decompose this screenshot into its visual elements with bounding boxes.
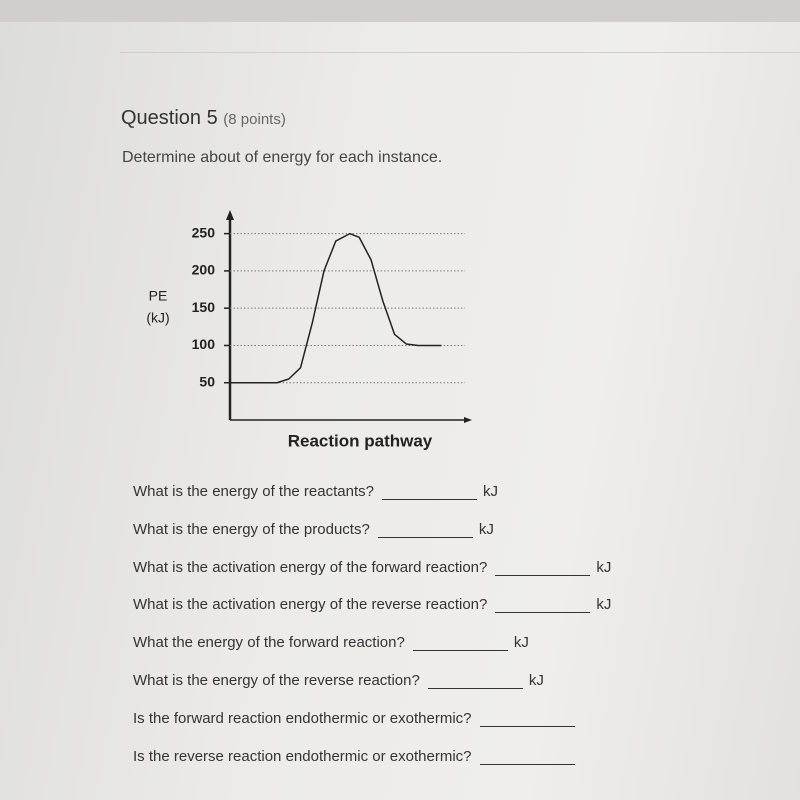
x-arrow: [464, 417, 472, 423]
y-tick-label: 200: [192, 262, 216, 278]
energy-curve: [230, 232, 442, 384]
question-row: What the energy of the forward reaction?…: [133, 634, 529, 652]
divider: [120, 52, 800, 53]
question-text: Is the reverse reaction endothermic or e…: [133, 747, 472, 765]
prompt: Determine about of energy for each insta…: [122, 149, 443, 166]
y-tick-label: 250: [192, 224, 216, 240]
question-text: What is the energy of the reactants?: [133, 483, 374, 500]
question-title: Question 5 (8 points): [121, 107, 286, 130]
answer-blank[interactable]: [377, 523, 473, 538]
question-row: What is the activation energy of the rev…: [133, 596, 612, 614]
unit: kJ: [482, 483, 498, 500]
answer-blank[interactable]: [495, 598, 591, 614]
question-row: What is the energy of the reverse reacti…: [133, 672, 544, 689]
question-text: What is the activation energy of the for…: [133, 558, 488, 576]
answer-blank[interactable]: [381, 485, 477, 500]
question-row: Is the reverse reaction endothermic or e…: [133, 748, 581, 765]
question-text: What the energy of the forward reaction?: [133, 634, 405, 652]
unit: kJ: [513, 634, 529, 652]
question-text: Is the forward reaction endothermic or e…: [133, 709, 472, 727]
question-text: What is the energy of the reverse reacti…: [133, 672, 420, 689]
points: (8 points): [223, 111, 286, 128]
y-arrow: [226, 210, 234, 220]
unit: kJ: [596, 558, 612, 576]
question-text: What is the energy of the products?: [133, 520, 370, 538]
question-row: What is the activation energy of the for…: [133, 559, 611, 576]
answer-blank[interactable]: [495, 561, 591, 576]
y-tick-label: 150: [192, 299, 216, 315]
unit: kJ: [478, 520, 494, 538]
question-text: What is the activation energy of the rev…: [133, 596, 488, 614]
y-label: (kJ): [146, 310, 169, 326]
unit: kJ: [596, 596, 612, 614]
y-label: PE: [149, 288, 168, 304]
x-label: Reaction pathway: [288, 431, 433, 450]
question-row: What is the energy of the reactants? kJ: [133, 483, 498, 500]
top-bar: [0, 0, 800, 22]
chart: PE (kJ) Reaction pathway 50 100 150 200 250: [146, 210, 472, 450]
answer-blank[interactable]: [412, 636, 508, 652]
answer-blank[interactable]: [479, 750, 575, 765]
answer-blank[interactable]: [427, 674, 523, 689]
question-row: What is the energy of the products? kJ: [133, 521, 494, 538]
unit: kJ: [528, 672, 544, 689]
y-tick-label: 50: [199, 373, 215, 389]
answer-blank[interactable]: [479, 712, 575, 727]
y-tick-label: 100: [192, 336, 216, 352]
question-row: Is the forward reaction endothermic or e…: [133, 710, 581, 727]
title: Question 5: [121, 107, 218, 129]
